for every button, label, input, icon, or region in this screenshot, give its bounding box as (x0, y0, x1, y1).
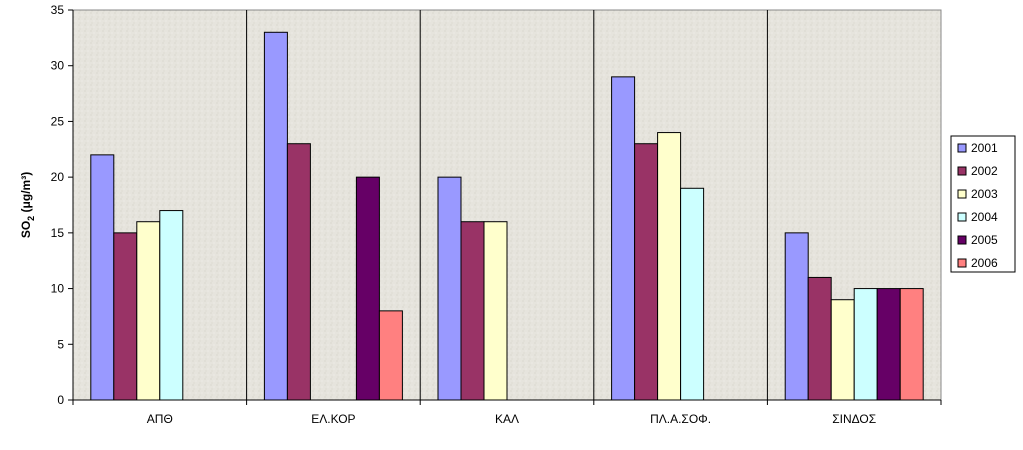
bar-2003-ΑΠΘ (136, 221, 161, 401)
legend-swatch (957, 212, 967, 222)
bar-2004-ΠΛ.Α.ΣΟΦ. (680, 187, 705, 401)
legend-label: 2002 (971, 164, 998, 178)
bar-2003-ΚΑΛ (483, 221, 508, 401)
y-tick-label: 15 (51, 226, 65, 240)
legend-label: 2005 (971, 233, 998, 247)
bar-2004-ΑΠΘ (159, 210, 184, 401)
y-axis-label-sub: 2 (26, 216, 36, 221)
bar-2002-ΣΙΝΔΟΣ (807, 276, 832, 401)
legend-swatch (957, 235, 967, 245)
y-tick-label: 30 (51, 59, 65, 73)
category-dividers (246, 10, 768, 400)
y-ticks: 0 5 10 15 20 25 30 35 (51, 3, 73, 407)
legend-swatch (957, 189, 967, 199)
x-tick-label: ΠΛ.Α.ΣΟΦ. (650, 412, 711, 426)
bar-2002-ΕΛ.ΚΟΡ (286, 143, 311, 401)
bar-2002-ΑΠΘ (113, 232, 138, 401)
bar-2001-ΑΠΘ (90, 154, 115, 401)
x-tick-label: ΚΑΛ (495, 412, 519, 426)
x-tick-label: ΣΙΝΔΟΣ (832, 412, 876, 426)
bar-2002-ΚΑΛ (460, 221, 485, 401)
legend-swatch (957, 166, 967, 176)
legend-label: 2003 (971, 187, 998, 201)
legend-swatch (957, 258, 967, 268)
y-tick-label: 35 (51, 3, 65, 17)
bar-2005-ΣΙΝΔΟΣ (876, 288, 901, 401)
bar-2001-ΠΛ.Α.ΣΟΦ. (611, 76, 636, 401)
x-tick-label: ΕΛ.ΚΟΡ (311, 412, 355, 426)
legend-box (950, 135, 1016, 273)
y-tick-label: 20 (51, 170, 65, 184)
legend: 2001 2002 2003 2004 2005 2006 (950, 135, 1016, 273)
legend-label: 2001 (971, 141, 998, 155)
bar-2006-ΕΛ.ΚΟΡ (378, 310, 403, 401)
bar-2002-ΠΛ.Α.ΣΟΦ. (634, 143, 659, 401)
y-tick-label: 0 (57, 393, 64, 407)
bar-2001-ΚΑΛ (437, 176, 462, 401)
bar-2003-ΠΛ.Α.ΣΟΦ. (657, 132, 682, 401)
bars (90, 31, 924, 401)
bar-2003-ΣΙΝΔΟΣ (830, 299, 855, 401)
y-axis-label-main: SO (19, 221, 33, 238)
x-tick-labels: ΑΠΘ ΕΛ.ΚΟΡ ΚΑΛ ΠΛ.Α.ΣΟΦ. ΣΙΝΔΟΣ (72, 400, 942, 426)
y-axis-label-unit: (μg/m³) (19, 172, 33, 216)
bar-2005-ΕΛ.ΚΟΡ (355, 176, 380, 401)
bar-2001-ΣΙΝΔΟΣ (784, 232, 809, 401)
y-tick-label: 10 (51, 282, 65, 296)
bar-2004-ΣΙΝΔΟΣ (853, 288, 878, 401)
legend-label: 2004 (971, 210, 998, 224)
x-tick-label: ΑΠΘ (147, 412, 173, 426)
y-axis-label: SO2 (μg/m³) (19, 172, 36, 238)
y-tick-label: 25 (51, 114, 65, 128)
bar-2001-ΕΛ.ΚΟΡ (263, 31, 288, 401)
bar-2006-ΣΙΝΔΟΣ (899, 288, 924, 401)
y-tick-label: 5 (57, 337, 64, 351)
legend-swatch (957, 143, 967, 153)
legend-label: 2006 (971, 256, 998, 270)
